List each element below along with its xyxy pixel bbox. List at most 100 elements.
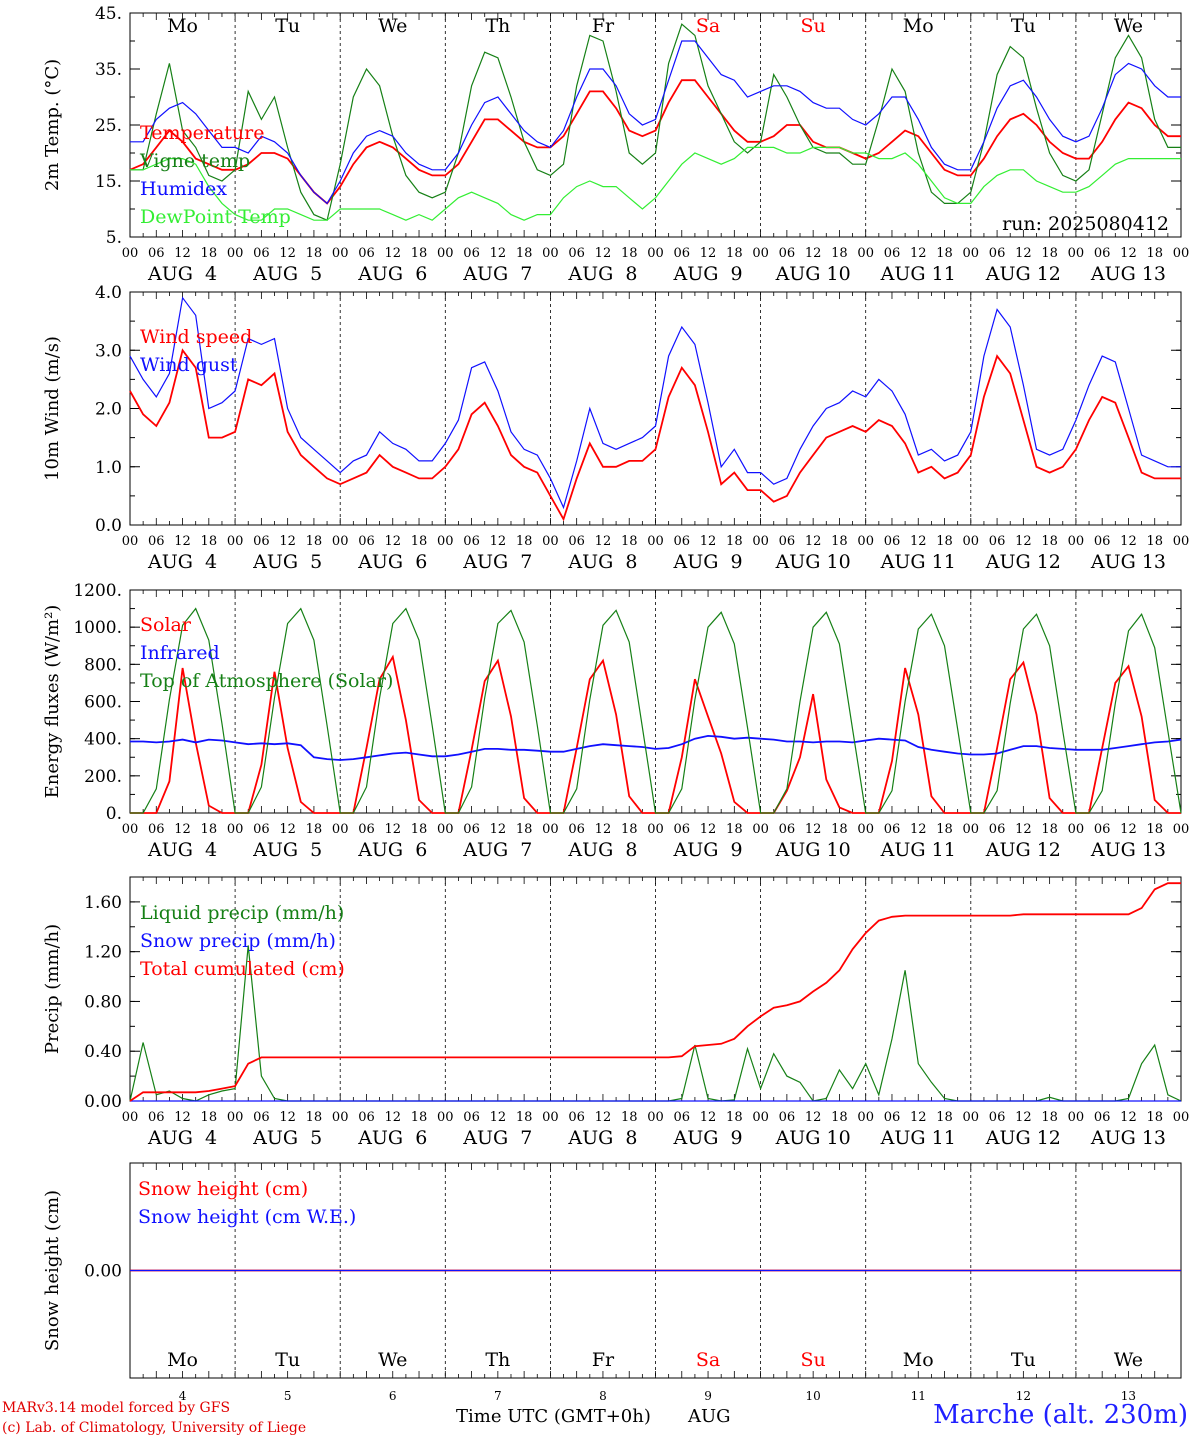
hour-label: 06 — [148, 534, 165, 549]
date-label: AUG 9 — [673, 839, 743, 861]
hour-label: 06 — [253, 1110, 270, 1125]
hour-label: 00 — [1173, 534, 1190, 549]
date-label: AUG 13 — [1090, 1127, 1166, 1149]
hour-label: 06 — [779, 1110, 796, 1125]
y-tick-label: 1000. — [73, 618, 122, 638]
date-label: AUG 7 — [462, 263, 532, 285]
date-label: AUG 5 — [252, 839, 322, 861]
hour-label: 06 — [674, 1110, 691, 1125]
day-name: Mo — [903, 15, 934, 37]
hour-label: 00 — [122, 534, 139, 549]
date-label: AUG 8 — [567, 1127, 637, 1149]
hour-label: 00 — [227, 1110, 244, 1125]
y-tick-label: 0.80 — [84, 992, 122, 1012]
hour-label: 06 — [358, 246, 375, 261]
y-tick-label: 35. — [95, 60, 122, 80]
hour-label: 12 — [910, 246, 927, 261]
hour-label: 18 — [1146, 534, 1163, 549]
date-label: AUG 9 — [673, 551, 743, 573]
hour-label: 12 — [384, 246, 401, 261]
hour-label: 12 — [1120, 1110, 1137, 1125]
y-tick-label: 0. — [106, 804, 122, 824]
hour-label: 00 — [963, 1110, 980, 1125]
hour-label: 00 — [752, 822, 769, 837]
hour-label: 06 — [1094, 822, 1111, 837]
temp-panel: 5. 15. 25. 35. 45. 2m Temp. (°C) 00 06 12 18 AUG 4… — [42, 4, 1189, 285]
hour-label: 00 — [1068, 246, 1085, 261]
hour-label: 06 — [568, 534, 585, 549]
hour-label: 00 — [1068, 1110, 1085, 1125]
hour-label: 12 — [384, 1110, 401, 1125]
hour-label: 00 — [647, 1110, 664, 1125]
day-number: 8 — [599, 1389, 607, 1403]
hour-label: 00 — [963, 246, 980, 261]
hour-label: 18 — [411, 534, 428, 549]
date-label: AUG 12 — [985, 1127, 1061, 1149]
hour-label: 12 — [490, 246, 507, 261]
y-tick-label: 200. — [84, 767, 122, 787]
hour-label: 18 — [411, 1110, 428, 1125]
hour-label: 18 — [1146, 822, 1163, 837]
day-name: Mo — [167, 1349, 198, 1371]
hour-label: 00 — [332, 246, 349, 261]
legend-entry: Snow precip (mm/h) — [140, 930, 336, 952]
day-number: 12 — [1016, 1389, 1031, 1403]
series-line-dewpoint-temp — [130, 146, 1181, 221]
model-credit: MARv3.14 model forced by GFS — [2, 1400, 231, 1416]
hour-label: 18 — [936, 534, 953, 549]
hour-label: 18 — [621, 534, 638, 549]
legend-entry: Total cumulated (cm) — [140, 958, 345, 980]
hour-label: 12 — [174, 534, 191, 549]
date-label: AUG 11 — [880, 1127, 956, 1149]
legend-entry: Wind speed — [140, 326, 252, 348]
hour-label: 18 — [516, 534, 533, 549]
hour-label: 06 — [253, 534, 270, 549]
hour-label: 06 — [989, 534, 1006, 549]
hour-label: 18 — [516, 822, 533, 837]
date-label: AUG 13 — [1090, 839, 1166, 861]
hour-label: 18 — [621, 822, 638, 837]
hour-label: 06 — [253, 246, 270, 261]
hour-label: 00 — [542, 1110, 559, 1125]
hour-label: 18 — [831, 534, 848, 549]
legend-entry: DewPoint Temp — [140, 206, 291, 228]
hour-label: 00 — [1068, 534, 1085, 549]
hour-label: 00 — [437, 1110, 454, 1125]
hour-label: 12 — [910, 534, 927, 549]
day-name: Mo — [167, 15, 198, 37]
y-axis-label: 2m Temp. (°C) — [42, 59, 63, 191]
hour-label: 00 — [1173, 822, 1190, 837]
day-name: We — [378, 15, 407, 37]
day-name: Tu — [275, 1349, 300, 1371]
hour-label: 12 — [595, 822, 612, 837]
date-label: AUG 8 — [567, 263, 637, 285]
hour-label: 00 — [227, 534, 244, 549]
hour-label: 00 — [122, 1110, 139, 1125]
date-label: AUG 10 — [775, 839, 851, 861]
day-name: Su — [801, 1349, 826, 1371]
hour-label: 18 — [726, 246, 743, 261]
day-name: Sa — [696, 1349, 720, 1371]
hour-label: 00 — [1173, 1110, 1190, 1125]
legend-entry: Humidex — [140, 178, 227, 200]
hour-label: 12 — [1015, 1110, 1032, 1125]
date-label: AUG 13 — [1090, 263, 1166, 285]
hour-label: 18 — [201, 534, 218, 549]
hour-label: 18 — [516, 1110, 533, 1125]
hour-label: 18 — [831, 1110, 848, 1125]
hour-label: 12 — [384, 534, 401, 549]
day-number: 9 — [704, 1389, 712, 1403]
date-label: AUG 4 — [147, 1127, 217, 1149]
hour-label: 12 — [1015, 822, 1032, 837]
y-tick-label: 1.0 — [95, 458, 122, 478]
y-tick-label: 0.00 — [84, 1262, 122, 1282]
hour-label: 00 — [857, 822, 874, 837]
hour-label: 00 — [332, 822, 349, 837]
hour-label: 00 — [857, 246, 874, 261]
hour-label: 06 — [674, 534, 691, 549]
hour-label: 12 — [805, 246, 822, 261]
plot-frame — [129, 12, 1182, 238]
hour-label: 00 — [542, 534, 559, 549]
hour-label: 12 — [1015, 534, 1032, 549]
day-name: Tu — [1011, 1349, 1036, 1371]
